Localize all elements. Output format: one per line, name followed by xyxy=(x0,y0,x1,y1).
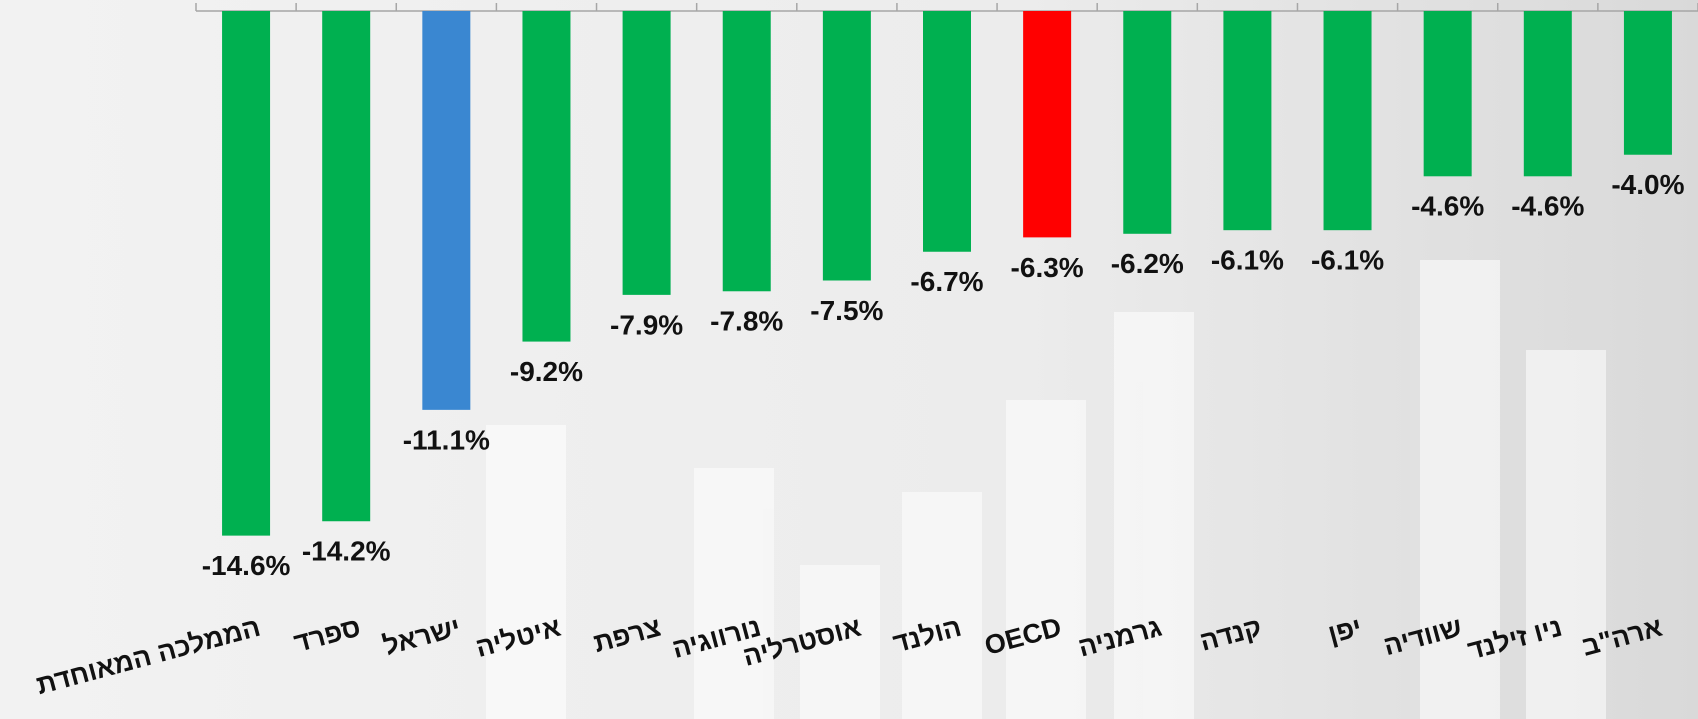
value-label: -6.3% xyxy=(1011,252,1084,283)
bar xyxy=(222,11,270,536)
bar xyxy=(1324,11,1372,230)
value-label: -7.8% xyxy=(710,306,783,337)
bar xyxy=(1624,11,1672,155)
value-label: -9.2% xyxy=(510,356,583,387)
chart: הממלכה המאוחדת-14.6%ספרד-14.2%ישראל-11.1… xyxy=(0,0,1698,719)
value-label: -14.6% xyxy=(202,550,291,581)
bar xyxy=(322,11,370,521)
value-label: -6.1% xyxy=(1211,245,1284,276)
value-label: -6.7% xyxy=(910,266,983,297)
bar xyxy=(1424,11,1472,176)
value-label: -4.0% xyxy=(1611,169,1684,200)
value-label: -7.9% xyxy=(610,309,683,340)
bar xyxy=(522,11,570,342)
value-label: -6.2% xyxy=(1111,248,1184,279)
page: {"chart_data": {"type": "bar", "categori… xyxy=(0,0,1698,719)
bar xyxy=(1023,11,1071,237)
bar xyxy=(1223,11,1271,230)
bar xyxy=(723,11,771,291)
bar xyxy=(923,11,971,252)
bar xyxy=(1524,11,1572,176)
value-label: -4.6% xyxy=(1511,191,1584,222)
value-label: -7.5% xyxy=(810,295,883,326)
bar xyxy=(623,11,671,295)
bar xyxy=(1123,11,1171,234)
bar xyxy=(422,11,470,410)
value-label: -14.2% xyxy=(302,536,391,567)
value-label: -6.1% xyxy=(1311,245,1384,276)
value-label: -11.1% xyxy=(403,424,490,455)
bar xyxy=(823,11,871,281)
value-label: -4.6% xyxy=(1411,191,1484,222)
